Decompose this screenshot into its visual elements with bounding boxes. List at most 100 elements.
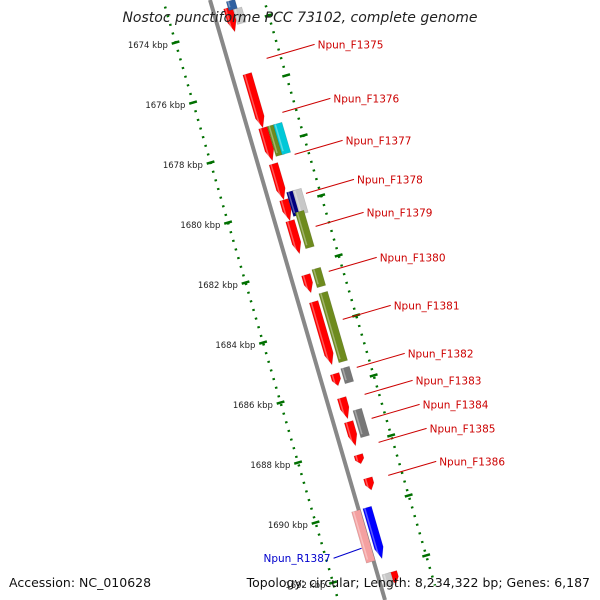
tick-mark xyxy=(206,160,215,165)
tick-mark xyxy=(311,520,320,525)
gene-label: Npun_F1382 xyxy=(408,348,474,360)
gene-highlight xyxy=(355,455,359,462)
label-leader xyxy=(333,547,362,559)
tick-mark xyxy=(299,133,308,138)
gene-highlight xyxy=(364,478,369,488)
gene-highlight xyxy=(286,221,298,252)
tick-mark xyxy=(258,340,268,345)
label-leader xyxy=(356,352,405,368)
tick-label: 1674 kbp xyxy=(128,41,168,51)
tick-mark xyxy=(281,73,291,78)
right-rail xyxy=(262,0,437,586)
gene-feature xyxy=(242,72,265,129)
label-leader xyxy=(315,211,364,227)
label-leader xyxy=(282,97,331,113)
tick-mark xyxy=(316,193,326,198)
tick-mark xyxy=(171,40,180,45)
tick-label: 1684 kbp xyxy=(215,341,255,351)
gene-highlight xyxy=(363,508,380,557)
gene-highlight xyxy=(244,74,261,126)
tick-label: 1690 kbp xyxy=(268,521,308,531)
tick-label: 1676 kbp xyxy=(145,101,185,111)
gene-feature xyxy=(308,300,334,366)
gene-label: Npun_F1384 xyxy=(423,399,489,411)
gene-highlight xyxy=(293,190,302,212)
label-leader xyxy=(305,178,355,194)
tick-mark xyxy=(369,373,378,378)
gene-label: Npun_F1385 xyxy=(430,423,496,435)
gene-label: Npun_F1377 xyxy=(346,135,412,147)
gene-highlight xyxy=(345,422,354,444)
gene-feature xyxy=(343,420,358,447)
gene-label: Npun_F1375 xyxy=(318,39,384,51)
gene-feature xyxy=(301,273,314,294)
gene-highlight xyxy=(224,8,233,30)
gene-label: Npun_F1381 xyxy=(394,300,460,312)
gene-feature xyxy=(318,290,348,364)
gene-highlight xyxy=(234,8,240,22)
label-leader xyxy=(371,403,420,419)
gene-label: Npun_F1383 xyxy=(416,375,482,387)
gene-label: Npun_F1376 xyxy=(333,93,399,105)
tick-mark xyxy=(421,553,431,558)
left-rail xyxy=(163,6,340,600)
gene-label: Npun_R1387 xyxy=(263,553,330,565)
gene-highlight xyxy=(259,128,270,159)
page-title: Nostoc punctiforme PCC 73102, complete g… xyxy=(122,10,478,26)
gene-highlight xyxy=(331,374,336,384)
gene-feature xyxy=(311,266,327,289)
tick-mark xyxy=(188,100,198,105)
gene-feature xyxy=(258,126,275,162)
label-leader xyxy=(342,304,391,320)
gene-highlight xyxy=(352,511,369,560)
gene-label: Npun_F1379 xyxy=(367,207,433,219)
tick-mark xyxy=(264,13,273,18)
gene-highlight xyxy=(270,164,282,198)
gene-highlight xyxy=(302,275,309,291)
tick-mark xyxy=(241,280,250,285)
gene-feature xyxy=(351,509,376,564)
gene-highlight xyxy=(383,574,388,584)
tick-label: 1692 kbp xyxy=(285,581,325,591)
tick-mark xyxy=(328,580,338,585)
gene-highlight xyxy=(268,125,278,154)
gene-highlight xyxy=(274,124,284,152)
gene-feature xyxy=(352,407,370,439)
gene-highlight xyxy=(287,191,296,214)
tick-label: 1678 kbp xyxy=(163,161,203,171)
summary-text: Topology: circular; Length: 8,234,322 bp… xyxy=(246,575,590,590)
label-leader xyxy=(364,379,413,395)
tick-label: 1688 kbp xyxy=(250,461,290,471)
gene-highlight xyxy=(320,293,341,360)
gene-highlight xyxy=(341,368,347,381)
tick-label: 1680 kbp xyxy=(180,221,220,231)
tick-layer: 1674 kbp 1676 kbp 1678 kbp 1680 kbp 1682 kbp… xyxy=(128,0,437,600)
gene-highlight xyxy=(338,398,346,417)
tick-mark xyxy=(404,493,413,498)
gene-feature xyxy=(292,187,309,216)
gene-highlight xyxy=(227,1,231,8)
gene-label: Npun_F1378 xyxy=(357,174,423,186)
label-layer: Npun_F1375 Npun_F1376 Npun_F1377 Npun_F1378… xyxy=(263,39,505,565)
accession-text: Accession: NC_010628 xyxy=(9,575,152,590)
gene-feature xyxy=(279,198,292,222)
gene-feature xyxy=(294,209,315,250)
label-leader xyxy=(378,427,427,443)
gene-feature xyxy=(353,453,365,465)
gene-feature xyxy=(340,365,355,385)
tick-mark xyxy=(334,253,343,258)
label-leader xyxy=(388,460,437,476)
label-leader xyxy=(328,256,377,272)
gene-feature xyxy=(285,219,302,255)
gene-feature xyxy=(362,505,384,560)
gene-feature xyxy=(225,0,238,12)
tick-mark xyxy=(276,400,285,405)
gene-feature xyxy=(381,571,395,588)
gene-feature xyxy=(336,396,350,420)
tick-mark xyxy=(223,220,233,225)
gene-feature xyxy=(272,121,292,156)
gene-feature xyxy=(268,162,286,201)
label-leader xyxy=(266,43,315,59)
gene-highlight xyxy=(313,269,319,285)
